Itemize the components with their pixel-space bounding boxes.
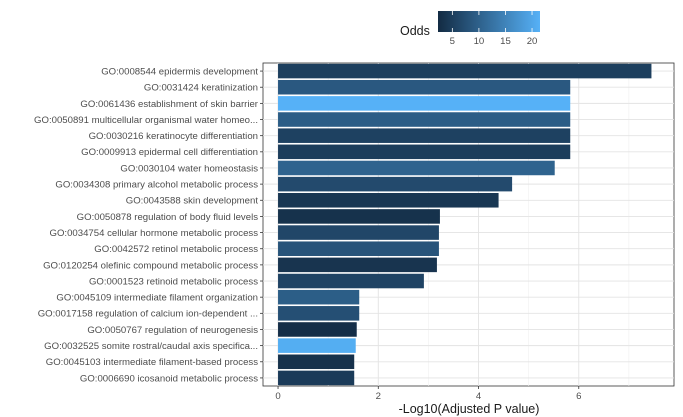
y-axis-labels: GO:0008544 epidermis development GO:00314… [34, 66, 263, 384]
y-tick-label: GO:0045109 intermediate filament organiz… [56, 293, 258, 304]
y-tick-label: GO:0034754 cellular hormone metabolic pr… [49, 228, 258, 239]
odds-legend: Odds 5 10 15 20 [400, 11, 540, 47]
y-tick-label: GO:0030104 water homeostasis [120, 163, 258, 174]
bar [278, 128, 571, 143]
legend-tick-label: 15 [500, 36, 511, 47]
y-tick-label: GO:0050878 regulation of body fluid leve… [77, 212, 259, 223]
bar [278, 112, 571, 127]
bar [278, 96, 571, 111]
y-tick-label: GO:0032525 somite rostral/caudal axis sp… [44, 341, 258, 352]
bar [278, 193, 499, 208]
y-tick-label: GO:0045103 intermediate filament-based p… [46, 357, 258, 368]
y-tick-label: GO:0042572 retinol metabolic process [94, 244, 258, 255]
y-tick-label: GO:0031424 keratinization [144, 83, 258, 94]
bar [278, 209, 440, 224]
y-tick-label: GO:0050767 regulation of neurogenesis [87, 325, 258, 336]
bar [278, 322, 357, 337]
bar [278, 225, 439, 240]
x-axis-title: -Log10(Adjusted P value) [399, 402, 540, 416]
x-axis-ticks: 0 2 4 6 [275, 386, 581, 402]
bar [278, 144, 571, 160]
bar [278, 241, 439, 256]
bar [278, 370, 355, 386]
y-tick-label: GO:0043588 skin development [126, 196, 259, 207]
x-tick-label: 2 [376, 391, 381, 402]
legend-tick-label: 5 [450, 36, 455, 47]
y-tick-label: GO:0017158 regulation of calcium ion-dep… [38, 309, 258, 320]
legend-tick-label: 10 [474, 36, 485, 47]
bar [278, 160, 555, 176]
x-tick-label: 4 [476, 391, 482, 402]
bars-group [278, 63, 652, 386]
plot-panel [262, 62, 675, 387]
y-tick-label: GO:0120254 olefinic compound metabolic p… [43, 260, 258, 271]
y-tick-label: GO:0034308 primary alcohol metabolic pro… [55, 180, 258, 191]
y-tick-label: GO:0050891 multicellular organismal wate… [34, 115, 258, 126]
y-tick-label: GO:0061436 establishment of skin barrier [80, 99, 258, 110]
x-tick-label: 6 [576, 391, 581, 402]
y-tick-label: GO:0008544 epidermis development [101, 66, 258, 77]
y-tick-label: GO:0009913 epidermal cell differentiatio… [81, 147, 258, 158]
y-tick-label: GO:0030216 keratinocyte differentiation [89, 131, 258, 142]
bar [278, 63, 652, 79]
bar [278, 338, 356, 353]
bar [278, 176, 513, 192]
bar [278, 354, 355, 370]
bar [278, 306, 360, 321]
x-tick-label: 0 [275, 391, 280, 402]
bar [278, 289, 360, 305]
bar [278, 257, 437, 273]
legend-colorbar [438, 11, 540, 32]
legend-tick-label: 20 [527, 36, 538, 47]
y-tick-label: GO:0001523 retinoid metabolic process [89, 276, 258, 287]
bar [278, 273, 424, 289]
y-tick-label: GO:0006690 icosanoid metabolic process [80, 373, 258, 384]
bar [278, 79, 571, 95]
legend-ticks: 5 10 15 20 [450, 11, 538, 47]
legend-title: Odds [400, 24, 430, 38]
